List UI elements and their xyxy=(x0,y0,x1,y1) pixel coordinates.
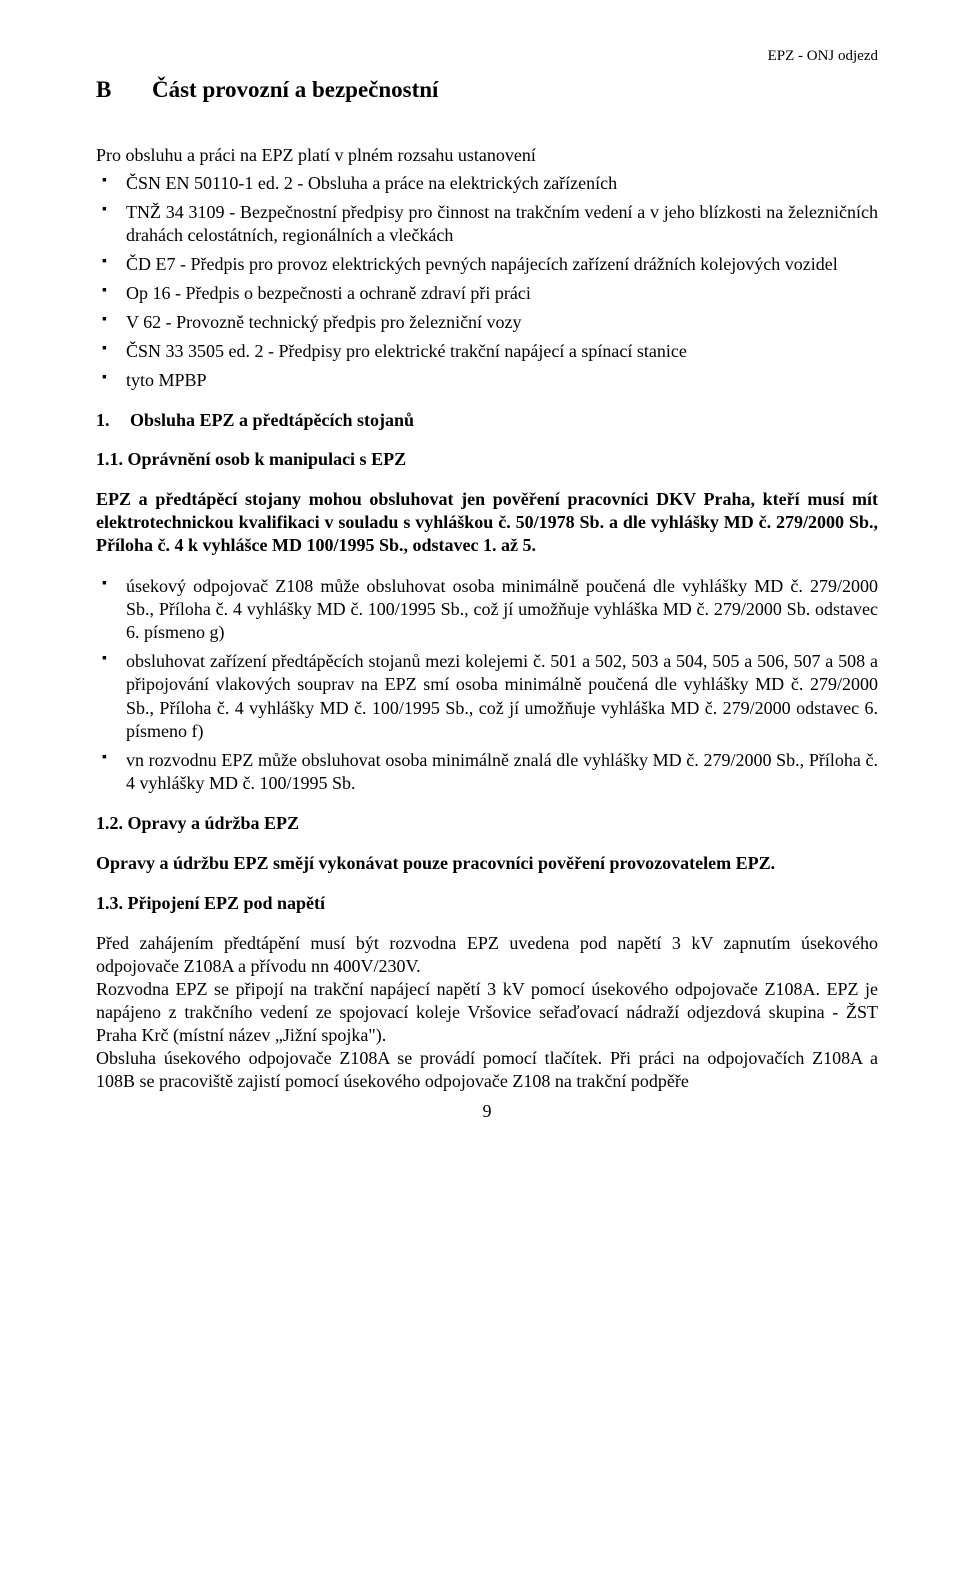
heading-1-number: 1. xyxy=(96,410,130,431)
list-item: vn rozvodnu EPZ může obsluhovat osoba mi… xyxy=(96,749,878,795)
header-right: EPZ - ONJ odjezd xyxy=(96,48,878,65)
list-item: ČD E7 - Předpis pro provoz elektrických … xyxy=(96,253,878,276)
list-item: Op 16 - Předpis o bezpečnosti a ochraně … xyxy=(96,282,878,305)
document-page: EPZ - ONJ odjezd BČást provozní a bezpeč… xyxy=(0,0,960,1162)
list-item: úsekový odpojovač Z108 může obsluhovat o… xyxy=(96,575,878,644)
list-item: ČSN EN 50110-1 ed. 2 - Obsluha a práce n… xyxy=(96,172,878,195)
list-item: tyto MPBP xyxy=(96,369,878,392)
list-item: ČSN 33 3505 ed. 2 - Předpisy pro elektri… xyxy=(96,340,878,363)
list-item: obsluhovat zařízení předtápěcích stojanů… xyxy=(96,650,878,742)
paragraph: Rozvodna EPZ se připojí na trakční napáj… xyxy=(96,978,878,1047)
intro-text: Pro obsluhu a práci na EPZ platí v plném… xyxy=(96,145,878,166)
paragraph-bold: Opravy a údržbu EPZ smějí vykonávat pouz… xyxy=(96,852,878,875)
heading-1-3: 1.3. Připojení EPZ pod napětí xyxy=(96,893,878,914)
heading-1: 1.Obsluha EPZ a předtápěcích stojanů xyxy=(96,410,878,431)
page-number: 9 xyxy=(96,1101,878,1122)
authorization-list: úsekový odpojovač Z108 může obsluhovat o… xyxy=(96,575,878,794)
list-item: V 62 - Provozně technický předpis pro že… xyxy=(96,311,878,334)
paragraph-bold: EPZ a předtápěcí stojany mohou obsluhova… xyxy=(96,488,878,557)
paragraph: Před zahájením předtápění musí být rozvo… xyxy=(96,932,878,978)
regulations-list: ČSN EN 50110-1 ed. 2 - Obsluha a práce n… xyxy=(96,172,878,392)
heading-1-text: Obsluha EPZ a předtápěcích stojanů xyxy=(130,410,414,430)
heading-1-1: 1.1. Oprávnění osob k manipulaci s EPZ xyxy=(96,449,878,470)
heading-1-2: 1.2. Opravy a údržba EPZ xyxy=(96,813,878,834)
paragraph: Obsluha úsekového odpojovače Z108A se pr… xyxy=(96,1047,878,1093)
list-item: TNŽ 34 3109 - Bezpečnostní předpisy pro … xyxy=(96,201,878,247)
section-title: BČást provozní a bezpečnostní xyxy=(96,77,878,103)
section-title-text: Část provozní a bezpečnostní xyxy=(152,77,438,102)
section-letter: B xyxy=(96,77,152,103)
